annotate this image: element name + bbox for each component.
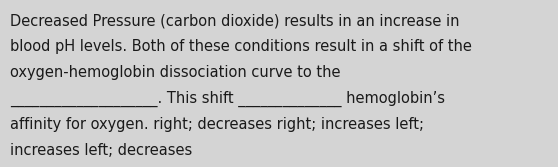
Text: blood pH levels. Both of these conditions result in a shift of the: blood pH levels. Both of these condition… bbox=[10, 39, 472, 54]
Text: affinity for oxygen. right; decreases right; increases left;: affinity for oxygen. right; decreases ri… bbox=[10, 117, 424, 132]
Text: increases left; decreases: increases left; decreases bbox=[10, 143, 193, 158]
Text: oxygen-hemoglobin dissociation curve to the: oxygen-hemoglobin dissociation curve to … bbox=[10, 65, 340, 80]
Text: Decreased Pressure (carbon dioxide) results in an increase in: Decreased Pressure (carbon dioxide) resu… bbox=[10, 13, 460, 28]
Text: ____________________. This shift ______________ hemoglobin’s: ____________________. This shift _______… bbox=[10, 91, 445, 107]
